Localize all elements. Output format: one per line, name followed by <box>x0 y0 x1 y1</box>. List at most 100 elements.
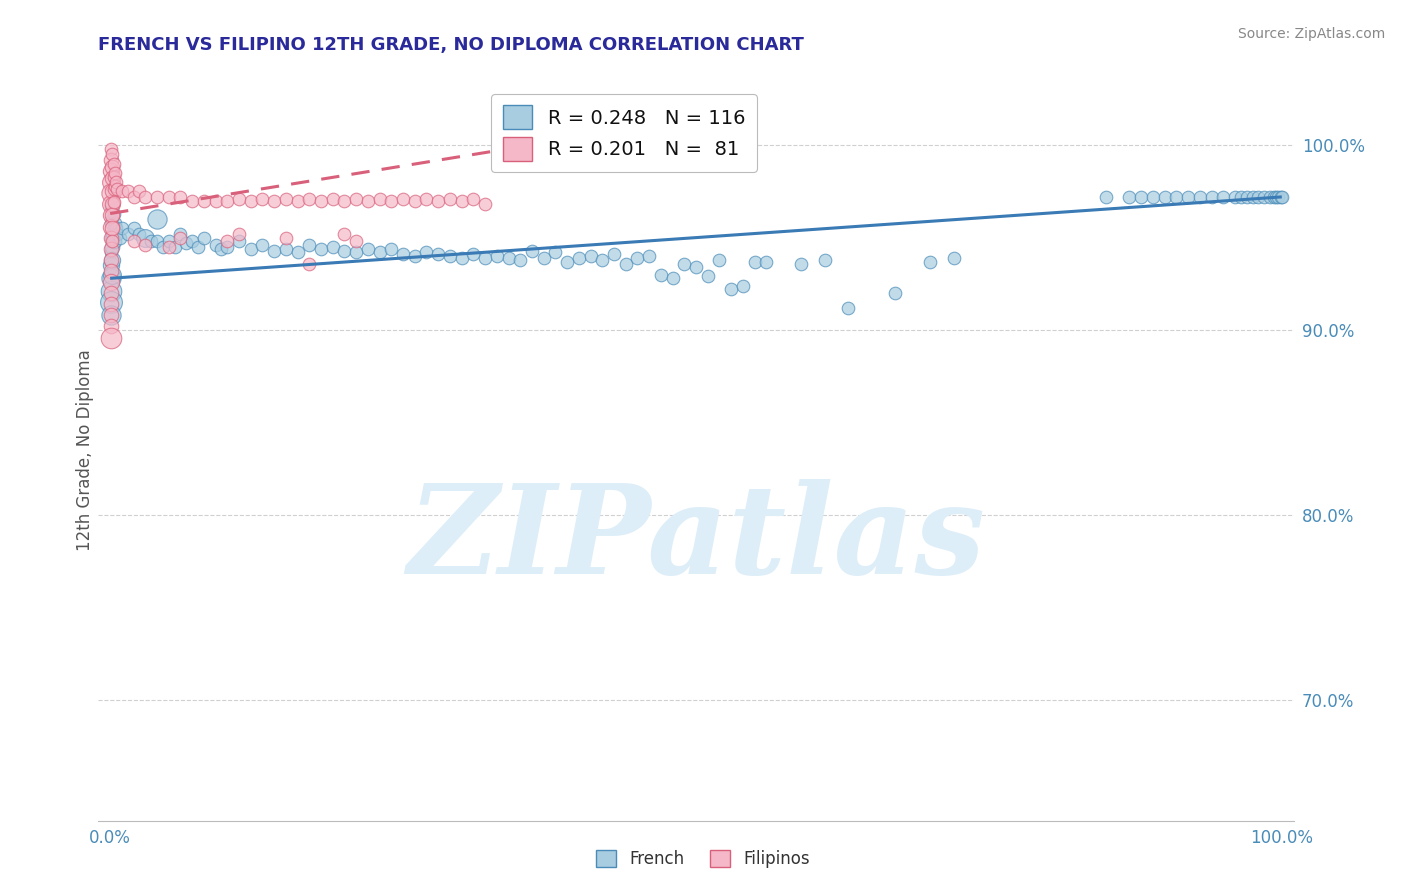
Point <box>181 194 204 208</box>
Point <box>103 221 125 235</box>
Point <box>579 249 602 263</box>
Point <box>344 235 367 249</box>
Point <box>134 190 156 204</box>
Point <box>211 242 233 256</box>
Point <box>100 286 122 301</box>
Point <box>837 301 859 315</box>
Point <box>1142 190 1164 204</box>
Point <box>181 235 204 249</box>
Point <box>450 251 472 265</box>
Point <box>755 254 778 268</box>
Point <box>474 197 496 211</box>
Point <box>544 245 567 260</box>
Point <box>463 247 485 261</box>
Point <box>105 182 128 196</box>
Point <box>101 197 124 211</box>
Point <box>814 252 837 267</box>
Point <box>696 269 718 284</box>
Point <box>920 254 942 268</box>
Point <box>1118 190 1140 204</box>
Point <box>146 212 169 227</box>
Point <box>1188 190 1211 204</box>
Point <box>1229 190 1253 204</box>
Point <box>263 194 285 208</box>
Point <box>104 216 127 230</box>
Point <box>392 192 415 206</box>
Text: ZIPatlas: ZIPatlas <box>406 478 986 600</box>
Point <box>100 245 122 260</box>
Point <box>274 242 297 256</box>
Point <box>100 264 122 278</box>
Point <box>298 238 321 252</box>
Point <box>368 245 391 260</box>
Point <box>105 221 128 235</box>
Point <box>117 185 139 199</box>
Point <box>100 164 122 178</box>
Point <box>228 227 250 241</box>
Point <box>157 190 180 204</box>
Point <box>344 245 367 260</box>
Point <box>1223 190 1246 204</box>
Point <box>357 242 380 256</box>
Point <box>111 221 134 235</box>
Point <box>101 212 124 227</box>
Point <box>415 192 437 206</box>
Point <box>193 194 215 208</box>
Point <box>217 235 239 249</box>
Point <box>744 254 766 268</box>
Point <box>146 190 169 204</box>
Point <box>217 240 239 254</box>
Point <box>380 194 402 208</box>
Point <box>105 175 128 189</box>
Point <box>122 235 145 249</box>
Point <box>450 194 472 208</box>
Point <box>104 166 127 180</box>
Point <box>239 194 262 208</box>
Point <box>357 194 380 208</box>
Point <box>117 227 139 241</box>
Point <box>439 192 461 206</box>
Point <box>100 275 122 289</box>
Point <box>100 330 122 344</box>
Point <box>152 240 174 254</box>
Point <box>1270 190 1292 204</box>
Point <box>1263 190 1285 204</box>
Point <box>1130 190 1153 204</box>
Point <box>533 251 555 265</box>
Point <box>392 247 415 261</box>
Point <box>884 286 907 301</box>
Point <box>298 192 321 206</box>
Point <box>100 219 122 234</box>
Point <box>169 227 191 241</box>
Point <box>100 258 122 272</box>
Point <box>100 216 122 230</box>
Point <box>103 169 125 184</box>
Point <box>463 192 485 206</box>
Point <box>217 194 239 208</box>
Point <box>100 309 122 323</box>
Point <box>100 242 122 256</box>
Point <box>252 238 274 252</box>
Point <box>1241 190 1264 204</box>
Point <box>1212 190 1234 204</box>
Point <box>673 256 696 270</box>
Point <box>104 178 127 193</box>
Point <box>100 153 122 167</box>
Point <box>1095 190 1118 204</box>
Point <box>101 252 124 267</box>
Point <box>555 254 578 268</box>
Point <box>100 197 122 211</box>
Point <box>474 251 496 265</box>
Point <box>100 319 122 334</box>
Point <box>100 295 122 310</box>
Point <box>1177 190 1199 204</box>
Point <box>568 251 591 265</box>
Point <box>187 240 209 254</box>
Point <box>101 227 124 241</box>
Point <box>685 260 707 275</box>
Point <box>101 235 124 249</box>
Point <box>103 156 125 170</box>
Point <box>274 192 297 206</box>
Point <box>309 242 332 256</box>
Point <box>1267 190 1289 204</box>
